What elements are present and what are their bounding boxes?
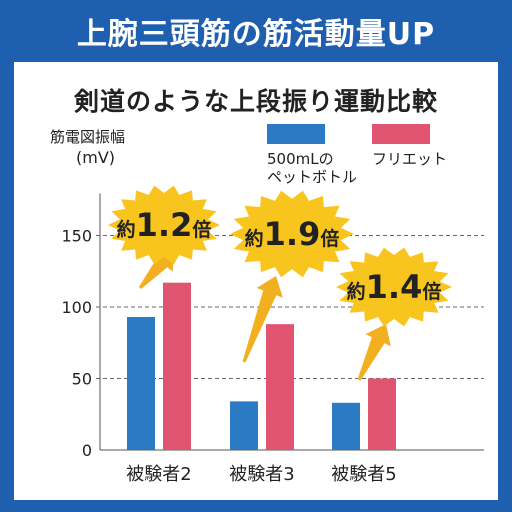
chart-panel: 剣道のような上段振り運動比較 筋電図振幅 (mV) 500mLの ペットボトル … bbox=[14, 62, 498, 500]
burst-shape bbox=[230, 190, 354, 278]
ratio-annotation: 約1.4倍 bbox=[347, 268, 442, 306]
y-tick-label: 50 bbox=[72, 370, 92, 389]
y-tick-label: 100 bbox=[61, 298, 92, 317]
ratio-prefix: 約 bbox=[117, 218, 136, 241]
y-axis-unit: (mV) bbox=[76, 148, 116, 167]
bar bbox=[332, 402, 360, 450]
legend-label-bottle-line1: 500mLの bbox=[267, 150, 334, 168]
ratio-suffix: 倍 bbox=[422, 280, 441, 303]
burst-shape bbox=[108, 185, 220, 265]
x-tick-label: 被験者2 bbox=[126, 464, 191, 485]
ratio-prefix: 約 bbox=[347, 280, 366, 303]
bar bbox=[266, 324, 294, 450]
ratio-value: 1.2 bbox=[136, 206, 193, 244]
legend-swatch-bottle bbox=[267, 124, 325, 144]
ratio-prefix: 約 bbox=[245, 227, 264, 250]
y-axis-label: 筋電図振幅 bbox=[50, 128, 126, 146]
bar bbox=[368, 378, 396, 450]
ratio-suffix: 倍 bbox=[192, 218, 211, 241]
banner-title: 上腕三頭筋の筋活動量UP bbox=[76, 17, 436, 52]
chart-title: 剣道のような上段振り運動比較 bbox=[73, 87, 438, 116]
y-tick-label: 150 bbox=[61, 227, 92, 246]
arrow-icon bbox=[138, 249, 174, 289]
legend-label-furiet: フリエット bbox=[372, 150, 448, 168]
arrow-icon bbox=[242, 276, 283, 363]
bar bbox=[127, 317, 155, 450]
ratio-suffix: 倍 bbox=[320, 227, 339, 250]
ratio-value: 1.4 bbox=[366, 268, 423, 306]
bar bbox=[230, 401, 258, 450]
legend-label-bottle: 500mLの ペットボトル bbox=[267, 150, 357, 186]
x-tick-label: 被験者3 bbox=[229, 464, 294, 485]
ratio-annotation: 約1.2倍 bbox=[117, 206, 212, 244]
arrow-icon bbox=[357, 324, 391, 381]
ratio-annotation: 約1.9倍 bbox=[245, 215, 340, 253]
x-tick-label: 被験者5 bbox=[331, 464, 396, 485]
legend-swatch-furiet bbox=[372, 124, 430, 144]
ratio-value: 1.9 bbox=[264, 215, 321, 253]
legend-label-bottle-line2: ペットボトル bbox=[267, 168, 358, 186]
y-tick-label: 0 bbox=[82, 441, 92, 460]
burst-shape bbox=[336, 247, 452, 327]
bar bbox=[163, 282, 191, 450]
